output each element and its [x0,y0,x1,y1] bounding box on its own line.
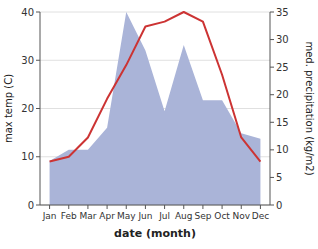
x-tick [126,205,127,209]
x-tick [183,205,184,209]
y-tick [36,60,40,61]
x-tick-label: Mar [79,211,96,221]
x-tick-label: Sep [194,211,211,221]
x-tick [260,205,261,209]
x-tick-label: Aug [175,211,193,221]
grid-line [40,12,270,13]
y2-tick [270,67,274,68]
temperature-line [50,12,261,162]
axes: 01020304005101520253035JanFebMarAprMayJu… [21,7,288,222]
y2-tick [270,39,274,40]
plot-area [50,12,261,205]
y2-tick-label: 5 [276,172,282,183]
y-tick-label: 40 [21,7,34,18]
grid-line [40,60,270,61]
y2-tick-label: 15 [276,117,289,128]
y-tick [36,108,40,109]
chart: 01020304005101520253035JanFebMarAprMayJu… [0,0,318,249]
y2-tick-label: 20 [276,89,289,100]
precipitation-area [50,12,261,205]
y2-tick-label: 30 [276,34,289,45]
y2-tick [270,205,274,206]
x-tick-label: Jul [158,211,170,221]
y2-axis-label: med. precipitation (kg/m2) [304,41,315,175]
y-tick-label: 30 [21,55,34,66]
x-tick [49,205,50,209]
y2-tick-label: 25 [276,62,289,73]
x-tick-label: Jun [137,211,152,221]
y-tick [36,205,40,206]
y2-tick [270,149,274,150]
x-tick [241,205,242,209]
x-tick [68,205,69,209]
x-axis-label: date (month) [114,227,196,240]
x-tick-label: Feb [61,211,77,221]
x-tick [107,205,108,209]
x-tick [202,205,203,209]
y-tick [36,156,40,157]
y-tick-label: 0 [28,200,34,211]
y2-tick [270,12,274,13]
x-tick-label: Dec [252,211,269,221]
x-tick-label: Nov [232,211,250,221]
x-axis-line [40,205,270,206]
x-tick [222,205,223,209]
y2-tick [270,177,274,178]
x-tick-label: Apr [99,211,115,221]
y2-tick-label: 10 [276,144,289,155]
y2-tick [270,122,274,123]
x-tick-label: Jan [42,211,57,221]
y-tick [36,12,40,13]
grid [40,12,270,205]
x-tick-label: May [117,211,136,221]
y-tick-label: 10 [21,151,34,162]
x-tick-label: Oct [214,211,230,221]
y2-axis-line [270,12,271,205]
x-tick [164,205,165,209]
y2-tick-label: 35 [276,7,289,18]
grid-line [40,205,270,206]
y-tick-label: 20 [21,103,34,114]
x-tick [145,205,146,209]
y-axis-label: max temp (C) [3,74,14,143]
y2-tick [270,94,274,95]
y2-tick-label: 0 [276,200,282,211]
x-tick [87,205,88,209]
